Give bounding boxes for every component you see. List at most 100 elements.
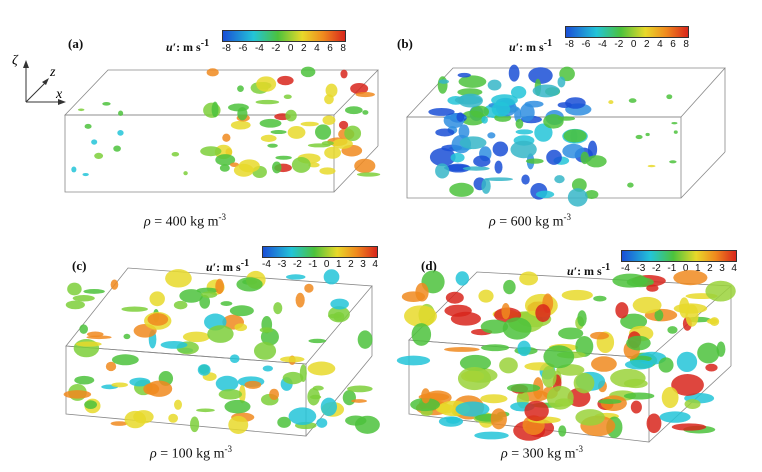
z-axis-label: z xyxy=(49,65,56,80)
isosurface-blob xyxy=(229,354,240,364)
isosurface-blob xyxy=(83,289,105,294)
colorbar-title: u′: m s-1 xyxy=(206,258,250,274)
isosurface-blob xyxy=(515,118,524,129)
isosurface-blob xyxy=(280,356,305,363)
colorbar-tick-label: 1 xyxy=(336,259,342,270)
isosurface-blob xyxy=(255,99,280,105)
isosurface-blob xyxy=(541,365,557,388)
isosurface-blob xyxy=(543,345,575,369)
isosurface-blob xyxy=(117,130,124,136)
isosurface-blob xyxy=(321,140,334,146)
isosurface-blob xyxy=(558,327,584,340)
isosurface-blob xyxy=(173,300,188,310)
isosurface-blob xyxy=(224,399,251,414)
isosurface-blob xyxy=(676,351,698,373)
isosurface-blob xyxy=(65,300,85,310)
isosurface-blob xyxy=(481,116,488,124)
colorbar-tick-label: 2 xyxy=(644,39,650,50)
isosurface-blob xyxy=(129,377,151,387)
isosurface-blob xyxy=(612,273,648,288)
isosurface-blob xyxy=(324,94,334,105)
isosurface-blob xyxy=(458,75,487,88)
isosurface-blob xyxy=(435,163,450,179)
isosurface-blob xyxy=(546,385,574,410)
isosurface-blob xyxy=(667,326,678,334)
isosurface-blob xyxy=(288,407,317,425)
isosurface-blob xyxy=(320,397,338,417)
isosurface-blobs xyxy=(396,270,736,441)
colorbar-title: u′: m s-1 xyxy=(567,262,611,278)
isosurface-blob xyxy=(510,86,527,99)
isosurface-blob xyxy=(260,134,277,142)
isosurface-blob xyxy=(515,129,534,135)
colorbar-tick-label: -3 xyxy=(636,263,646,274)
isosurface-blob xyxy=(428,107,455,116)
isosurface-blob xyxy=(300,121,319,127)
isosurface-blob xyxy=(623,392,655,400)
isosurface-blob xyxy=(499,357,518,374)
isosurface-blob xyxy=(237,85,244,92)
isosurface-blob xyxy=(308,162,320,168)
isosurface-blob xyxy=(328,313,342,319)
isosurface-blob xyxy=(554,175,565,184)
isosurface-blob xyxy=(646,284,659,292)
isosurface-blob xyxy=(593,295,607,302)
panel-label: (b) xyxy=(397,36,413,51)
isosurface-blob xyxy=(168,413,179,423)
isosurface-blob xyxy=(562,143,585,159)
colorbar-ticks: -4 -3 -2 -1 0 1 2 3 4 xyxy=(262,259,378,270)
isosurface-blob xyxy=(615,302,629,319)
colorbar-tick-label: 8 xyxy=(340,43,346,54)
colorbar xyxy=(621,250,737,262)
panel-d: (d) u′: m s-1 -4 -3 -2 -1 0 1 2 3 4 ρ = 300 kg m… xyxy=(381,236,762,472)
isosurface-blob xyxy=(532,84,560,98)
isosurface-blob xyxy=(342,389,356,406)
isosurface-blob xyxy=(455,271,470,286)
colorbar xyxy=(565,26,689,38)
isosurface-blob xyxy=(491,101,511,117)
colorbar-tick-label: -8 xyxy=(222,43,231,54)
panel-a: (a) u′: m s-1 -8 -6 -4 -2 0 2 4 6 8 ρ = 400 kg m… xyxy=(0,0,381,236)
isosurface-blob xyxy=(473,155,491,167)
isosurface-blob xyxy=(174,399,182,410)
isosurface-blob xyxy=(459,354,492,372)
isosurface-blob xyxy=(234,323,248,332)
isosurface-blob xyxy=(273,302,283,315)
isosurface-blob xyxy=(421,388,431,404)
isosurface-blob xyxy=(481,344,510,352)
colorbar-ticks: -8 -6 -4 -2 0 2 4 6 8 xyxy=(565,39,689,50)
isosurface-blob xyxy=(113,145,121,152)
isosurface-blob xyxy=(459,136,487,150)
isosurface-blob xyxy=(597,399,622,405)
isosurface-blob xyxy=(557,76,566,88)
colorbar-tick-label: -4 xyxy=(254,43,264,54)
isosurface-blob xyxy=(244,380,262,389)
isosurface-blob xyxy=(444,164,471,172)
colorbar-tick-label: 0 xyxy=(630,39,637,50)
isosurface-blob xyxy=(236,277,263,292)
colorbar-tick-label: -2 xyxy=(651,263,661,274)
isosurface-blob xyxy=(110,279,119,290)
isosurface-blob xyxy=(287,126,306,139)
isosurface-blob xyxy=(457,367,491,391)
isosurface-blob xyxy=(253,341,277,360)
isosurface-blob xyxy=(587,140,598,159)
isosurface-blob xyxy=(171,152,180,157)
isosurface-blob xyxy=(259,327,274,333)
isosurface-blob xyxy=(410,398,440,412)
axes-triad: ζ z x xyxy=(12,53,66,105)
isosurface-blob xyxy=(480,394,508,404)
isosurface-blob xyxy=(71,166,77,173)
isosurface-blob xyxy=(307,361,336,376)
isosurface-blob xyxy=(396,355,431,366)
isosurface-blob xyxy=(671,121,678,125)
panel-caption: ρ = 300 kg m-3 xyxy=(501,444,584,462)
isosurface-blob xyxy=(304,283,314,293)
isosurface-blob xyxy=(705,280,736,302)
colorbar xyxy=(222,30,346,42)
isosurface-blob xyxy=(149,291,165,307)
isosurface-blob xyxy=(283,94,292,100)
isosurface-blob xyxy=(111,354,139,366)
colorbar-tick-label: 6 xyxy=(327,43,333,54)
isosurface-blob xyxy=(215,375,239,392)
